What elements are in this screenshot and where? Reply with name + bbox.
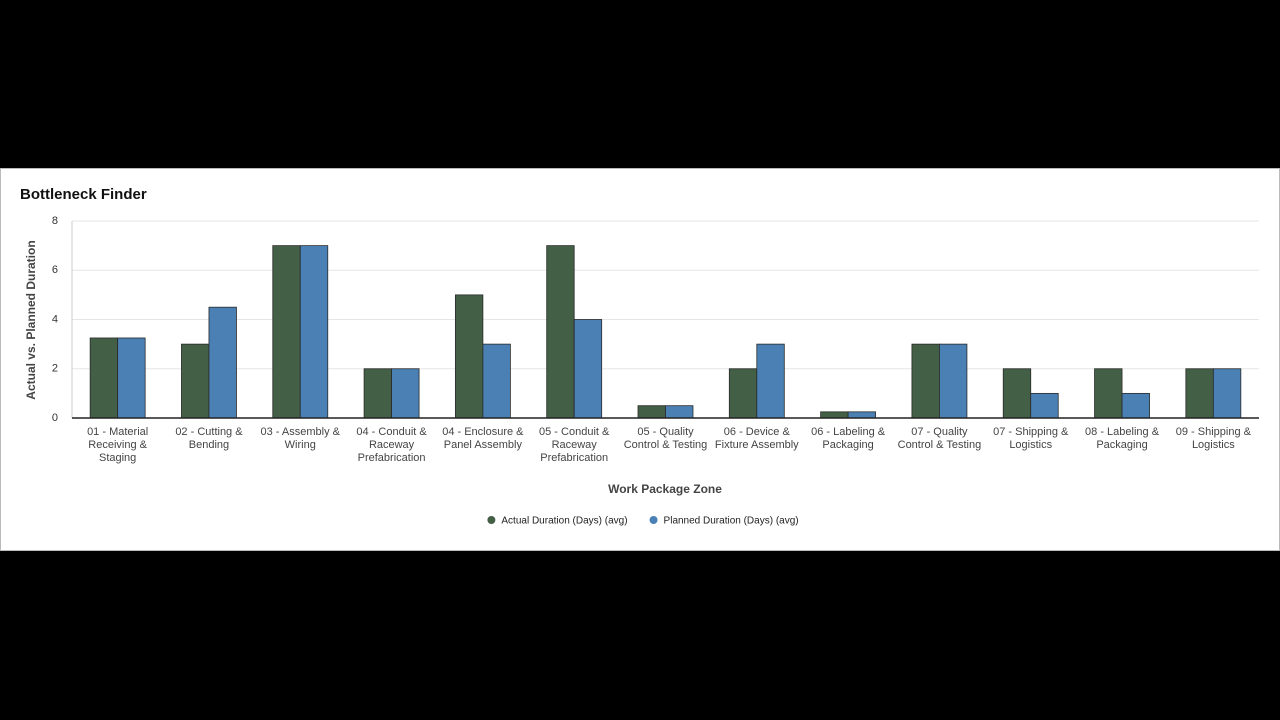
- x-tick-label: 07 - Shipping & Logistics: [993, 426, 1069, 451]
- y-tick-label: 8: [52, 215, 58, 227]
- bar: [181, 343, 210, 419]
- bar: [454, 294, 484, 419]
- bar: [391, 368, 420, 419]
- bar: [1121, 392, 1150, 419]
- bar: [637, 405, 666, 419]
- bar: [756, 343, 785, 419]
- x-tick-label: 05 - Conduit & Raceway Prefabrication: [539, 426, 610, 464]
- x-tick-label: 03 - Assembly & Wiring: [260, 426, 340, 451]
- bar: [272, 245, 301, 419]
- bar: [546, 245, 575, 419]
- chart-title: Bottleneck Finder: [20, 186, 147, 203]
- x-tick-label: 09 - Shipping & Logistics: [1175, 426, 1251, 451]
- bar: [939, 343, 968, 419]
- x-tick-label: 07 - Quality Control & Testing: [897, 426, 982, 451]
- bar: [117, 337, 146, 419]
- x-axis-title: Work Package Zone: [608, 482, 722, 496]
- bar: [1094, 368, 1123, 419]
- legend-marker: [487, 516, 496, 524]
- bar: [363, 368, 392, 419]
- x-tick-label: 05 - Quality Control & Testing: [623, 426, 708, 451]
- x-tick-label: 04 - Conduit & Raceway Prefabrication: [356, 426, 427, 464]
- legend-label: Actual Duration (Days) (avg): [501, 516, 627, 527]
- bar: [208, 306, 237, 419]
- bar: [1030, 392, 1059, 419]
- legend-label: Planned Duration (Days) (avg): [664, 516, 799, 527]
- bar: [89, 337, 119, 419]
- x-tick-label: 01 - Material Receiving & Staging: [87, 426, 149, 464]
- bar: [1002, 368, 1032, 419]
- bar: [1212, 368, 1242, 419]
- y-tick-label: 2: [52, 363, 58, 375]
- x-tick-label: 08 - Labeling & Packaging: [1085, 426, 1160, 451]
- x-tick-label: 06 - Device & Fixture Assembly: [714, 426, 799, 451]
- y-axis-title: Actual vs. Planned Duration: [24, 240, 38, 399]
- bar: [847, 411, 877, 419]
- bar: [728, 368, 758, 419]
- bar: [665, 405, 694, 419]
- legend: Actual Duration (Days) (avg) Planned Dura…: [487, 516, 799, 527]
- x-tick-label: 06 - Labeling & Packaging: [811, 426, 886, 451]
- bar: [820, 411, 849, 419]
- x-tick-label: 04 - Enclosure & Panel Assembly: [442, 426, 524, 451]
- y-tick-label: 6: [52, 264, 58, 276]
- y-tick-label: 4: [52, 313, 58, 325]
- x-tick-label: 02 - Cutting & Bending: [175, 426, 243, 451]
- bar: [299, 245, 329, 419]
- bar: [573, 319, 603, 419]
- bar: [1185, 368, 1214, 419]
- bar: [911, 343, 940, 419]
- bar: [482, 343, 511, 419]
- y-tick-label: 0: [52, 412, 58, 424]
- legend-marker: [649, 516, 658, 524]
